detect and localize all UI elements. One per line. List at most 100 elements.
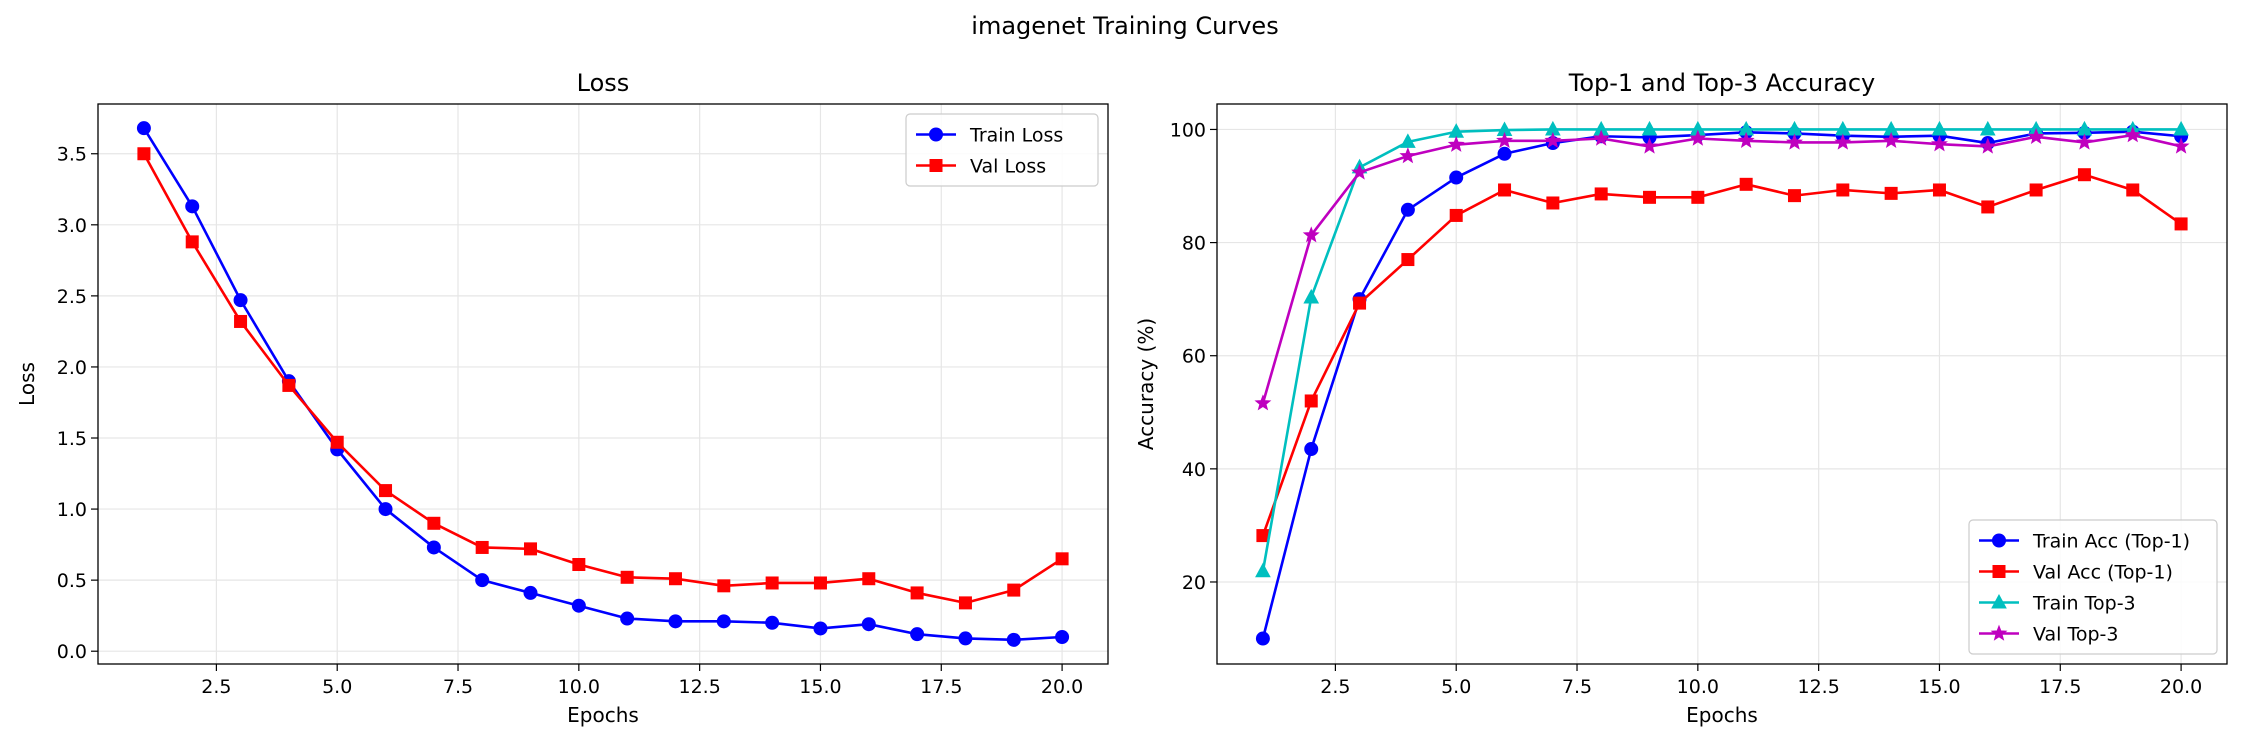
accuracy-x-tick-label: 17.5	[2039, 676, 2081, 698]
accuracy-data-point	[2124, 126, 2142, 143]
loss-x-tick-label: 20.0	[1041, 676, 1083, 698]
loss-data-point	[1055, 552, 1069, 566]
accuracy-data-point	[1449, 208, 1463, 222]
loss-data-point	[571, 598, 586, 613]
accuracy-legend: Train Acc (Top-1) Val Acc (Top-1) Train To…	[1968, 519, 2218, 655]
accuracy-legend-label: Val Acc (Top-1)	[2033, 562, 2173, 584]
loss-data-point	[910, 627, 925, 642]
loss-data-point	[668, 614, 683, 629]
accuracy-data-point	[1447, 135, 1465, 152]
accuracy-data-point	[2172, 137, 2190, 154]
loss-data-point	[524, 542, 538, 556]
accuracy-series-line	[1261, 133, 2182, 404]
loss-x-tick-label: 2.5	[201, 676, 231, 698]
accuracy-title: Top-1 and Top-3 Accuracy	[1568, 69, 1875, 97]
loss-data-point	[282, 378, 296, 392]
loss-data-point	[426, 540, 441, 555]
accuracy-y-tick-label: 40	[1182, 459, 1206, 481]
accuracy-x-tick-label: 10.0	[1677, 676, 1719, 698]
accuracy-data-point	[1931, 120, 1948, 136]
loss-series-line	[142, 153, 1063, 605]
loss-y-tick-label: 0.5	[57, 570, 87, 592]
accuracy-data-point	[1641, 137, 1658, 154]
loss-data-point	[668, 572, 682, 586]
loss-x-axis-label: Epochs	[567, 703, 639, 727]
loss-data-point	[475, 573, 490, 588]
accuracy-legend-marker	[1991, 593, 2007, 609]
loss-grid	[98, 104, 1108, 664]
loss-data-point	[379, 484, 393, 498]
loss-y-tick-label: 1.5	[57, 428, 87, 450]
loss-y-tick-label: 2.0	[57, 357, 87, 379]
accuracy-data-point	[1546, 196, 1560, 210]
loss-data-point	[1006, 632, 1021, 647]
accuracy-data-point	[1353, 296, 1367, 310]
accuracy-x-tick-label: 15.0	[1918, 676, 1960, 698]
loss-data-point	[572, 558, 586, 572]
loss-ticks: 2.5 5.0 7.5 10.0 12.5 15.0 17.5 20.0 0.0 0.5 1.0 1.…	[57, 144, 1083, 698]
accuracy-x-tick-label: 2.5	[1320, 676, 1350, 698]
accuracy-data-point	[1303, 288, 1320, 304]
loss-y-tick-label: 3.5	[57, 144, 87, 166]
accuracy-panel: 2.5 5.0 7.5 10.0 12.5 15.0 17.5 20.0 20 40 60 80 100…	[1134, 69, 2228, 727]
loss-legend-entry: Val Loss	[916, 156, 1046, 178]
loss-data-point	[427, 516, 441, 530]
loss-data-point	[910, 586, 924, 600]
accuracy-data-point	[1304, 442, 1319, 457]
accuracy-data-point	[2029, 183, 2043, 197]
loss-y-tick-label: 2.5	[57, 286, 87, 308]
accuracy-y-tick-label: 100	[1170, 119, 1206, 141]
loss-data-point	[813, 576, 827, 590]
accuracy-data-point	[1979, 120, 1996, 136]
loss-panel: 2.5 5.0 7.5 10.0 12.5 15.0 17.5 20.0 0.0 0.5 1.0 1.…	[15, 69, 1109, 727]
accuracy-legend-entry: Train Top-3	[1979, 593, 2136, 615]
accuracy-data-point	[1979, 137, 1997, 154]
accuracy-data-point	[1643, 190, 1657, 204]
accuracy-data-point	[2077, 168, 2091, 182]
accuracy-grid	[1217, 104, 2227, 664]
accuracy-data-point	[2173, 120, 2189, 136]
accuracy-legend-label: Train Top-3	[2032, 593, 2136, 615]
accuracy-data-point	[1544, 131, 1562, 148]
loss-legend: Train Loss Val Loss	[905, 113, 1099, 187]
accuracy-data-point	[1737, 131, 1755, 148]
accuracy-data-point	[1254, 394, 1272, 411]
accuracy-series-line	[1261, 130, 2182, 639]
loss-axes-frame	[97, 103, 1109, 665]
accuracy-series	[1254, 120, 2190, 646]
loss-x-tick-label: 15.0	[799, 676, 841, 698]
loss-legend-marker	[929, 127, 943, 142]
accuracy-legend-entry: Val Top-3	[1979, 624, 2119, 646]
figure-suptitle: imagenet Training Curves	[971, 12, 1278, 40]
loss-data-point	[813, 621, 828, 636]
loss-data-point	[620, 570, 634, 584]
accuracy-data-point	[2126, 183, 2140, 197]
accuracy-axes-frame	[1216, 103, 2228, 665]
accuracy-data-point	[1351, 163, 1369, 180]
loss-data-point	[861, 617, 876, 632]
accuracy-series-1	[1256, 168, 2188, 543]
accuracy-y-axis-label: Accuracy (%)	[1134, 318, 1158, 450]
accuracy-data-point	[1400, 202, 1415, 217]
accuracy-data-point	[1786, 133, 1803, 150]
loss-legend-label: Train Loss	[969, 125, 1063, 147]
accuracy-x-tick-label: 12.5	[1797, 676, 1839, 698]
accuracy-legend-label: Train Acc (Top-1)	[2032, 531, 2190, 553]
loss-y-tick-label: 0.0	[57, 641, 87, 663]
loss-data-point	[185, 199, 200, 214]
loss-data-point	[185, 235, 199, 249]
loss-data-point	[620, 611, 635, 626]
accuracy-legend-label: Val Top-3	[2033, 624, 2119, 646]
accuracy-x-tick-label: 7.5	[1562, 676, 1592, 698]
loss-data-point	[862, 572, 876, 586]
loss-y-axis-label: Loss	[15, 362, 39, 406]
accuracy-x-tick-label: 20.0	[2160, 676, 2202, 698]
accuracy-y-tick-label: 60	[1182, 346, 1206, 368]
loss-data-point	[475, 540, 489, 554]
accuracy-data-point	[1884, 186, 1898, 200]
loss-x-tick-label: 17.5	[920, 676, 962, 698]
loss-x-tick-label: 7.5	[443, 676, 473, 698]
accuracy-data-point	[1932, 183, 1946, 197]
loss-data-point	[958, 596, 972, 610]
